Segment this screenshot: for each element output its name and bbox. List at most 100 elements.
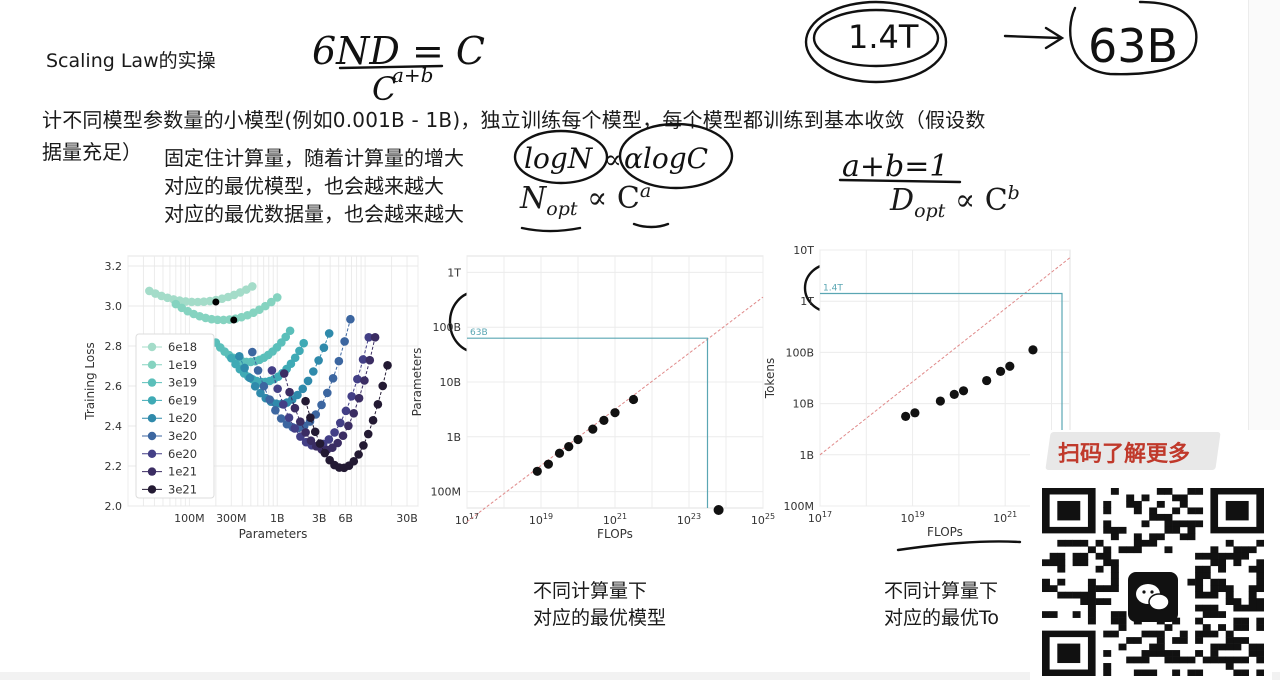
qr-module [1042,585,1050,593]
qr-module [1233,559,1242,567]
qr-module [1110,488,1119,495]
qr-module [1118,611,1127,618]
data-point [573,434,583,445]
qr-module [1172,650,1181,657]
qr-module [1080,539,1089,547]
qr-module [1248,585,1257,593]
legend-label: 3e20 [168,429,197,443]
qr-module [1241,552,1249,560]
qr-module [1225,637,1234,644]
qr-module [1179,533,1188,541]
qr-module [1164,520,1173,528]
underline-N [520,226,582,233]
qr-module [1133,500,1142,508]
legend-box [135,333,215,499]
y-tick-label: 3.2 [105,260,123,273]
point-1e21 [306,436,316,445]
point-1e19 [272,293,282,302]
y-tick-label: 100M [784,500,815,513]
data-point [982,375,992,386]
annotation-label: 1.4T [823,284,843,294]
point-3e21 [310,427,320,437]
x-tick-label: 1019 [529,512,553,527]
y-tick-label: 2.6 [105,380,123,393]
qr-finder-core [1057,500,1081,521]
qr-module [1210,643,1219,651]
qr-module [1179,630,1188,638]
qr-module [1225,663,1234,670]
y-tick-label: 2.4 [105,420,123,433]
qr-module [1172,520,1181,528]
qr-module [1087,546,1096,554]
underline-C [632,222,670,229]
point-3e21 [383,360,392,370]
legend-marker [147,360,157,369]
qr-module [1233,546,1242,554]
qr-module [1149,533,1158,541]
legend-marker [147,449,157,458]
qr-module [1095,552,1104,560]
qr-module [1172,494,1181,502]
point-1e21 [290,403,300,413]
qr-module [1218,656,1227,664]
qr-module [1218,559,1227,567]
qr-module [1126,637,1135,644]
qr-module [1164,650,1173,657]
point-3e20 [340,337,349,346]
right-scrollbar-area[interactable] [1248,0,1280,430]
qr-module [1072,539,1081,547]
qr-module [1110,572,1119,580]
x-tick-label: 100M [174,512,205,525]
qr-module [1233,617,1242,625]
qr-module [1042,559,1050,567]
qr-module [1110,630,1119,638]
hand-denom-exp: a+b [392,63,433,87]
point-1e21 [338,431,348,440]
annotation-label: 63B [470,328,488,338]
qr-module [1172,617,1181,625]
qr-code[interactable] [1042,488,1264,676]
qr-module [1210,650,1219,657]
data-point [935,396,945,406]
point-3e20 [248,347,257,357]
qr-module [1248,643,1257,651]
qr-module [1103,559,1112,567]
qr-module [1195,669,1204,676]
slide-title: Scaling Law的实操 [46,50,216,72]
point-3e20 [253,366,263,375]
qr-module [1164,624,1173,631]
fit-line [819,257,1071,456]
legend-marker [147,378,157,387]
point-1e19 [266,297,276,307]
qr-module [1087,591,1096,599]
point-3e20 [328,373,338,383]
point-6e20 [267,366,277,375]
qr-module [1195,507,1204,515]
qr-module [1187,507,1196,515]
underline-chart3 [896,540,1022,552]
qr-module [1256,656,1264,664]
qr-module [1156,643,1165,651]
wechat-bubbles-icon [1136,584,1170,611]
point-1e21 [333,438,342,448]
qr-module [1164,546,1173,554]
qr-module [1110,585,1119,593]
qr-module [1133,539,1142,547]
hand-denom-C: C [372,70,396,108]
data-point [532,466,542,476]
qr-module [1179,520,1188,528]
qr-module [1133,546,1142,554]
legend-label: 6e19 [168,393,197,407]
point-1e19 [213,315,222,325]
qr-module [1195,630,1204,638]
qr-module [1103,663,1112,670]
qr-module [1233,656,1242,664]
point-6e20 [284,413,294,423]
qr-module [1110,611,1119,618]
point-1e21 [370,333,380,342]
circle-63B [1069,0,1198,76]
qr-module [1202,591,1211,599]
y-tick-label: 10B [439,376,461,389]
point-6e18 [248,282,257,291]
legend-marker [147,396,157,405]
